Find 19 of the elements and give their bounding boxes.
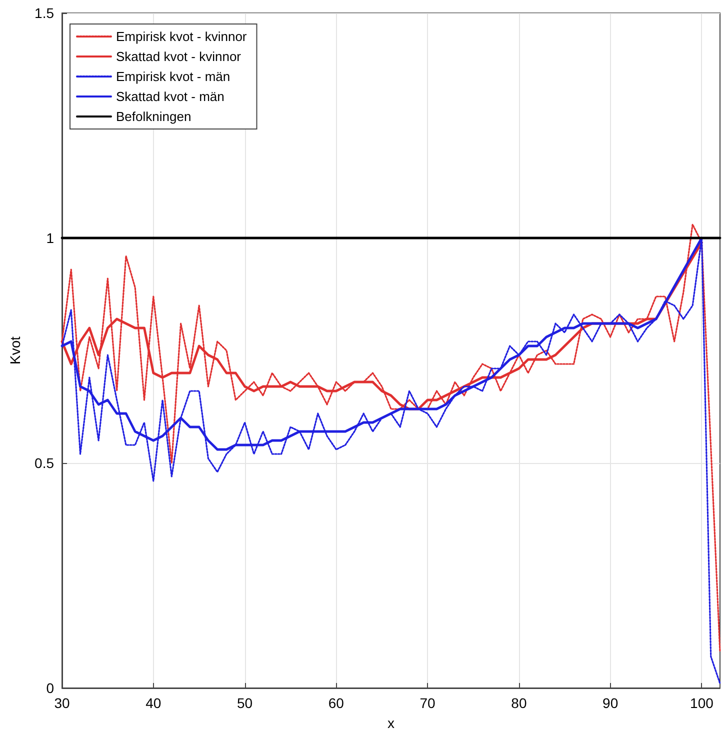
x-axis-title: x xyxy=(388,715,394,731)
x-tick-label: 30 xyxy=(54,695,70,711)
x-tick-label: 60 xyxy=(328,695,344,711)
y-tick-label: 1 xyxy=(46,230,54,246)
y-tick-label: 0 xyxy=(46,680,54,696)
y-tick-label: 1.5 xyxy=(34,5,54,21)
x-tick-label: 80 xyxy=(511,695,527,711)
y-tick-label: 0.5 xyxy=(34,455,54,471)
legend-label: Skattad kvot - män xyxy=(116,89,224,104)
x-tick-label: 70 xyxy=(420,695,436,711)
x-tick-label: 50 xyxy=(236,695,253,711)
x-tick-label: 100 xyxy=(690,695,714,711)
y-axis-title: Kvot xyxy=(7,336,23,365)
legend-label: Empirisk kvot - kvinnor xyxy=(116,29,248,44)
legend-label: Empirisk kvot - män xyxy=(116,69,230,84)
legend-label: Befolkningen xyxy=(116,109,192,124)
legend-label: Skattad kvot - kvinnor xyxy=(116,49,242,64)
x-tick-label: 90 xyxy=(602,695,618,711)
x-tick-label: 40 xyxy=(146,695,162,711)
